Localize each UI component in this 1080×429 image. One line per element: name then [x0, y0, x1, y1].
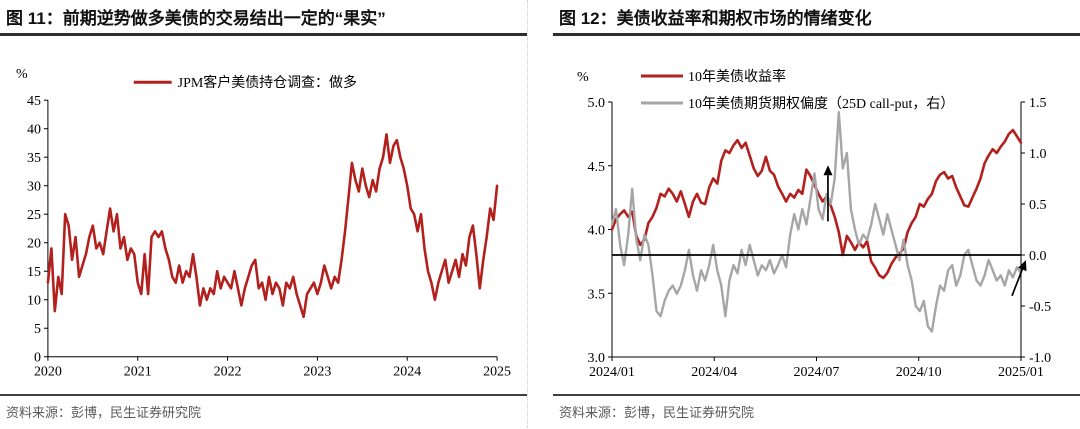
y-tick-right-label: 1.5 [1029, 96, 1047, 111]
annotation-arrow-shaft [1011, 269, 1024, 297]
legend-label-1: 10年美债期货期权偏度（25D call-put，右） [688, 95, 954, 112]
figure-11-title: 图 11：前期逆势做多美债的交易结出一定的“果实” [0, 0, 527, 37]
y-tick-label: 40 [27, 123, 41, 138]
figure-12-panel: 图 12：美债收益率和期权市场的情绪变化 3.0 3.5 4.0 4.5 5.0 -1.0… [553, 0, 1080, 428]
y-tick-label: 0 [34, 351, 41, 366]
y-tick-label: 3.5 [588, 288, 606, 303]
y-tick-label: 15 [27, 265, 41, 280]
x-tick-label: 2024/07 [794, 365, 840, 380]
y-tick-label: 5 [34, 322, 41, 337]
figure-12-chart: 3.0 3.5 4.0 4.5 5.0 -1.0 -0.5 0.0 0.5 1.0 1.5 2024/… [577, 68, 1051, 380]
figure-12-title: 图 12：美债收益率和期权市场的情绪变化 [553, 0, 1080, 37]
x-tick-label: 2025/01 [998, 365, 1044, 380]
y-tick-right-label: 1.0 [1029, 147, 1047, 162]
y-tick-label: 10 [27, 294, 41, 309]
x-tick-label: 2022 [214, 365, 242, 380]
y-tick-label: 20 [27, 237, 41, 252]
x-tick-label: 2021 [124, 365, 152, 380]
y-tick-label: 3.0 [588, 351, 606, 366]
series-line-0 [46, 133, 499, 319]
axis-unit-label: % [16, 68, 28, 83]
x-tick-label: 2020 [34, 365, 62, 380]
y-tick-label: 4.0 [588, 224, 606, 239]
y-tick-right-label: 0.0 [1029, 249, 1047, 264]
x-tick-label: 2023 [303, 365, 331, 380]
x-tick-label: 2025 [483, 365, 511, 380]
x-tick-label: 2024 [393, 365, 421, 380]
legend-label-0: 10年美债收益率 [688, 68, 786, 85]
figure-12-source: 资料来源：彭博，民生证券研究院 [553, 394, 1080, 429]
annotation-arrow-head [823, 165, 833, 176]
y-tick-right-label: -0.5 [1029, 300, 1051, 315]
y-tick-label: 25 [27, 208, 41, 223]
y-tick-right-label: 0.5 [1029, 198, 1047, 213]
figure-11-panel: 图 11：前期逆势做多美债的交易结出一定的“果实” 0 5 10 15 20 25 30 35… [0, 0, 528, 428]
series-line-1 [610, 111, 1023, 333]
axis-unit-label: % [577, 70, 589, 85]
x-tick-label: 2024/01 [589, 365, 635, 380]
x-tick-label: 2024/04 [691, 365, 737, 380]
y-tick-right-label: -1.0 [1029, 351, 1051, 366]
figure-11-source: 资料来源：彭博，民生证券研究院 [0, 394, 527, 429]
y-tick-label: 5.0 [588, 96, 606, 111]
annotation-arrow-head [1018, 260, 1027, 272]
legend-label-0: JPM客户美债持仓调查：做多 [178, 74, 357, 91]
x-tick-label: 2024/10 [896, 365, 942, 380]
y-tick-label: 4.5 [588, 160, 606, 175]
y-tick-label: 30 [27, 180, 41, 195]
y-tick-label: 45 [27, 94, 41, 109]
y-tick-label: 35 [27, 151, 41, 166]
